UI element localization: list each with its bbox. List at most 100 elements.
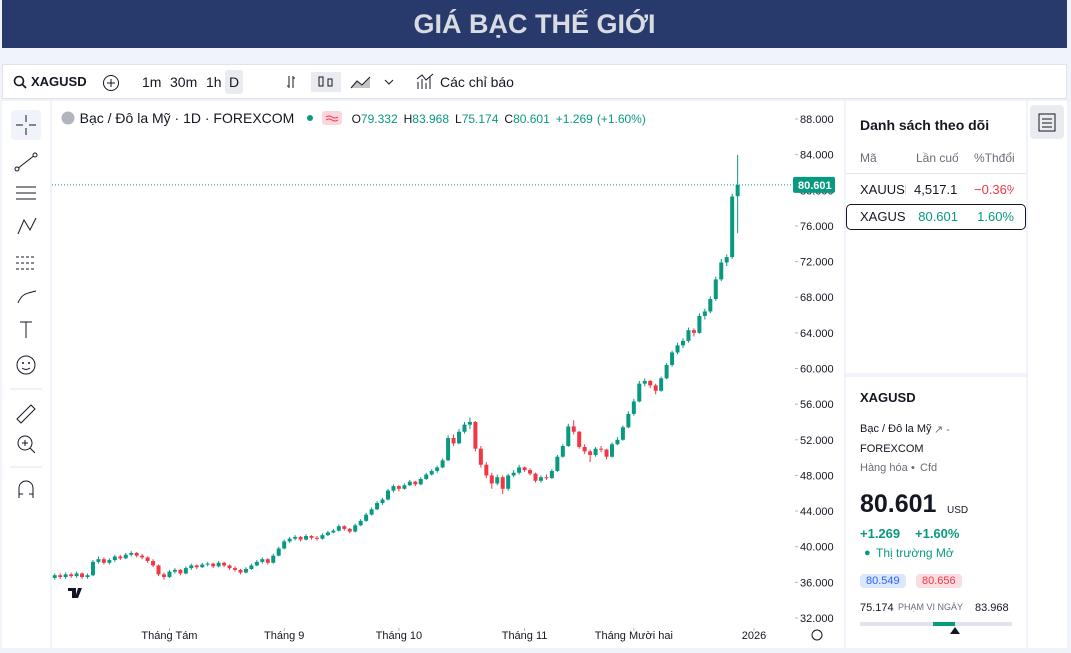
candle-body [238, 569, 243, 573]
candle-body [506, 475, 511, 489]
candle-body [178, 569, 183, 574]
exchange: FOREXCOM [860, 443, 924, 455]
watchlist-cell: 80.601 [918, 209, 958, 224]
candle-body [74, 573, 79, 577]
ohlc-value: 79.332 [360, 112, 398, 126]
candle-body [664, 364, 669, 379]
candle-body [396, 486, 401, 489]
y-tick-label: 40.000 [800, 542, 834, 554]
indicators[interactable]: Các chỉ báo [440, 74, 514, 90]
link-icon[interactable]: ↗ - [934, 424, 950, 436]
symbol[interactable]: XAGUSD [31, 74, 87, 89]
change: +1.269 [860, 526, 901, 541]
interval[interactable]: 1m [142, 74, 162, 90]
candle-body [489, 475, 494, 484]
candle-body [626, 413, 631, 428]
candle-body [462, 424, 467, 432]
header: GIÁ BẠC THẾ GIỚI [2, 0, 1067, 48]
candle-body [631, 401, 636, 414]
candle-body [588, 451, 593, 455]
candle-body [670, 352, 675, 365]
y-tick-label: 68.000 [800, 292, 834, 304]
candle-body [145, 557, 150, 561]
range-label: PHẠM VI NGÀY [898, 602, 964, 612]
settings-icon[interactable] [811, 629, 823, 641]
indicator-icon[interactable] [416, 73, 436, 91]
candle-body [435, 467, 440, 471]
candle-body [402, 485, 407, 489]
watchlist-icon[interactable] [1028, 101, 1067, 141]
candle-body [342, 526, 347, 529]
candle-body [385, 490, 390, 500]
candle-body [80, 573, 85, 578]
candle-body [637, 383, 642, 402]
last-price-label: 80.601 [798, 180, 832, 192]
tool-icons[interactable] [2, 101, 50, 521]
candle-body [233, 568, 238, 570]
candle-body [528, 470, 533, 474]
candle-body [134, 552, 139, 556]
bid: 80.549 [860, 574, 906, 588]
candle-body [375, 503, 380, 510]
candle-body [101, 559, 106, 563]
y-tick-label: 64.000 [800, 328, 834, 340]
x-tick-label: Tháng Mười hai [595, 630, 673, 642]
y-tick-label: 76.000 [800, 221, 834, 233]
candle-body [429, 470, 434, 475]
ohlc-key: L [455, 112, 462, 126]
candle-body [276, 548, 281, 556]
ohlc-key: H [403, 112, 413, 126]
candle-body [697, 315, 702, 333]
candle-body [183, 568, 188, 574]
ohlc: O79.332 H83.968 L75.174 C80.601 +1.269 (+1.60… [352, 112, 646, 126]
y-tick-label: 48.000 [800, 470, 834, 482]
symbol-icon [61, 111, 75, 125]
interval[interactable]: 1h [206, 74, 222, 90]
candle-body [719, 262, 724, 280]
candle-body [686, 330, 691, 341]
candle-body [451, 438, 456, 444]
candle-body [96, 559, 101, 562]
candle-body [331, 530, 336, 533]
symbol-name: Bạc / Đô la Mỹ [860, 423, 932, 435]
candle-body [681, 340, 686, 346]
legend-title: Bạc / Đô la Mỹ · 1D · FOREXCOM [79, 110, 295, 126]
candle-body [364, 514, 369, 521]
y-tick-label: 52.000 [800, 435, 834, 447]
x-tick-label: 2026 [742, 630, 766, 642]
side-bar [1028, 101, 1067, 648]
search-icon[interactable] [13, 75, 27, 89]
candle-body [211, 563, 216, 567]
watchlist-cell: XAGUSD [860, 209, 906, 224]
interval[interactable]: 30m [170, 74, 198, 90]
candle-body [691, 330, 696, 333]
candle-body [713, 279, 718, 299]
market-status: Thị trường Mở [876, 546, 954, 560]
add-icon[interactable] [102, 74, 120, 92]
candle-body [325, 532, 330, 536]
candle-body [708, 298, 713, 312]
candle-body [304, 536, 309, 540]
candle-body [358, 520, 363, 526]
candle-body [615, 439, 620, 445]
kind: Cfd [920, 462, 938, 474]
candle-body [440, 460, 445, 468]
candle-body [298, 536, 303, 540]
range-marker [950, 627, 960, 634]
candle-body [200, 564, 205, 568]
candle-body [52, 575, 57, 578]
candle-body [500, 477, 505, 489]
watchlist-cell: −0.36% [974, 182, 1014, 197]
candle-body [216, 562, 221, 567]
chart-type-icons[interactable] [283, 72, 413, 92]
y-tick-label: 60.000 [800, 364, 834, 376]
candle-body [260, 559, 265, 562]
x-tick-label: Tháng 10 [376, 630, 422, 642]
candle-body [544, 477, 549, 479]
y-tick-label: 32.000 [800, 613, 834, 625]
interval-active[interactable]: D [225, 70, 244, 94]
selected-row[interactable] [846, 204, 1026, 230]
legend-change: +1.269 [555, 112, 593, 126]
ohlc-value: 75.174 [461, 112, 499, 126]
candle-body [69, 574, 74, 577]
